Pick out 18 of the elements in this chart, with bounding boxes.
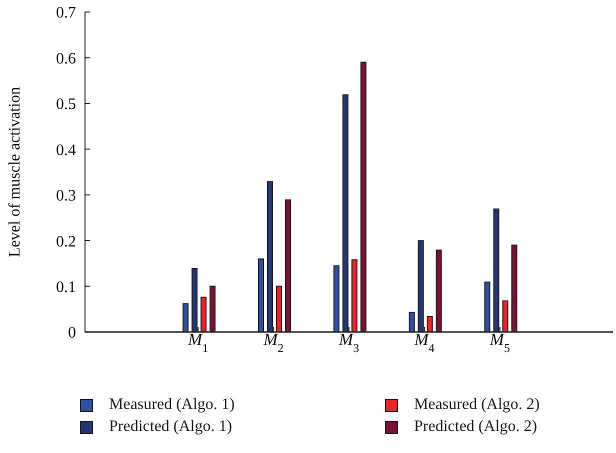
y-tick-label: 0.3 bbox=[56, 188, 76, 205]
y-tick-label: 0.1 bbox=[56, 278, 76, 296]
y-tick-label: 0 bbox=[68, 324, 76, 342]
legend-label: Measured (Algo. 1) bbox=[109, 396, 235, 414]
legend-label: Predicted (Algo. 1) bbox=[109, 418, 232, 436]
x-tick-label: M$_{5}$ bbox=[488, 330, 510, 355]
x-tick-label: M$_{4}$ bbox=[413, 330, 435, 355]
y-tick-label: 0.2 bbox=[56, 233, 76, 250]
y-tick-label: 0.6 bbox=[56, 50, 76, 68]
x-tick-label: M$_{3}$ bbox=[338, 330, 360, 355]
x-tick-label: M$_{1}$ bbox=[187, 330, 208, 355]
x-tick-label: M$_{2}$ bbox=[262, 330, 284, 355]
legend-label: Predicted (Algo. 2) bbox=[414, 418, 538, 436]
y-tick-label: 0.4 bbox=[56, 142, 76, 159]
legend-label: Measured (Algo. 2) bbox=[414, 396, 540, 414]
y-axis-title: Level of muscle activation bbox=[6, 86, 24, 258]
y-tick-label: 0.5 bbox=[56, 96, 76, 114]
y-tick-label: 0.7 bbox=[56, 4, 76, 22]
